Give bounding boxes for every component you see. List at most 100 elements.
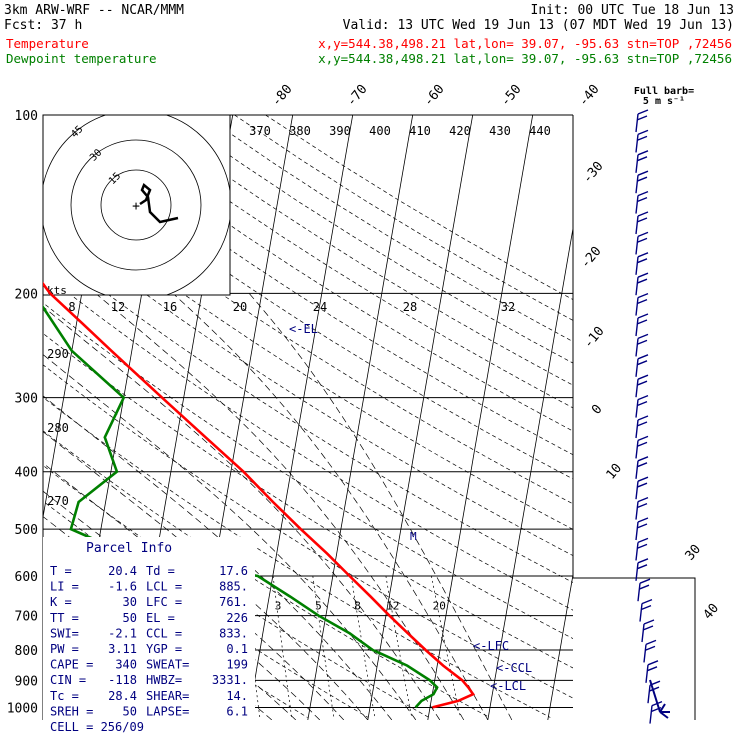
wind-barb <box>635 109 649 133</box>
legend-temperature-info: x,y=544.38,498.21 lat,lon= 39.07, -95.63… <box>318 36 732 51</box>
dry-adiabat-line <box>109 115 573 409</box>
isotherm-line <box>43 115 114 520</box>
lfc-marker: <-LFC <box>473 639 509 653</box>
parcel-val-left: 340 <box>115 658 137 672</box>
parcel-val-left: 28.4 <box>108 689 137 703</box>
dry-adiabat-line <box>43 243 573 583</box>
dry-adiabat-line <box>172 115 573 364</box>
top-temp-label: -50 <box>498 82 525 110</box>
wind-barb <box>635 170 649 194</box>
wind-barb <box>635 394 649 418</box>
parcel-key-left: K = <box>50 595 72 609</box>
hodograph-axis-tick: 16 <box>163 300 177 314</box>
parcel-key-left: TT = <box>50 611 79 625</box>
parcel-val-right: 14. <box>226 689 248 703</box>
isotherm-line <box>427 115 534 720</box>
wind-barb <box>635 354 649 377</box>
dry-adiabat-line <box>43 272 573 611</box>
parcel-key-left: CAPE = <box>50 658 93 672</box>
right-temp-label: 0 <box>589 402 606 418</box>
parcel-cell: CELL = 256/09 <box>50 720 144 734</box>
mixing-ratio-label: 8 <box>354 600 361 613</box>
dry-adiabat-line <box>78 115 573 432</box>
hodograph-ring <box>100 169 172 241</box>
dry-adiabat-line <box>43 364 573 699</box>
right-temp-label: 30 <box>683 542 705 564</box>
parcel-key-right: YGP = <box>146 642 182 656</box>
parcel-val-right: 833. <box>219 626 248 640</box>
wind-barb <box>635 150 649 173</box>
isotherm-line <box>547 572 573 720</box>
parcel-info-title: Parcel Info <box>86 541 172 556</box>
parcel-val-right: 199 <box>226 658 248 672</box>
wind-barb <box>635 190 649 214</box>
parcel-key-right: EL = <box>146 611 175 625</box>
pressure-tick-label: 500 <box>15 523 38 538</box>
wind-barb <box>635 558 649 581</box>
wind-barb <box>635 374 649 398</box>
right-temp-label: -20 <box>578 244 605 272</box>
wind-barb <box>635 435 649 459</box>
theta-label: 270 <box>47 494 69 508</box>
moist-adiabat-line <box>172 293 489 720</box>
dry-adiabat-line <box>203 115 573 342</box>
parcel-info-box: Parcel Info T = 20.4 Td = 17.6 LI = -1.6 LCL = 8… <box>43 537 255 734</box>
moist-adiabat-line <box>43 354 417 720</box>
legend-temperature: Temperature <box>6 36 89 51</box>
parcel-val-left: 50 <box>123 704 137 718</box>
init-time: Init: 00 UTC Tue 18 Jun 13 <box>531 3 735 18</box>
theta-e-label: 440 <box>529 124 551 138</box>
mixing-ratio-line <box>385 575 413 718</box>
isotherm-line <box>367 115 474 720</box>
moist-adiabat-line <box>43 306 441 720</box>
hodograph-ring <box>70 139 202 271</box>
hodograph-axis-tick: 20 <box>233 300 247 314</box>
theta-e-label: 370 <box>249 124 271 138</box>
pressure-tick-label: 800 <box>15 644 38 659</box>
theta-e-label: 380 <box>289 124 311 138</box>
mixing-ratio-label: 20 <box>433 600 446 613</box>
isotherm-line <box>608 115 713 720</box>
parcel-val-right: 885. <box>219 580 248 594</box>
legend-dewpoint-info: x,y=544.38,498.21 lat,lon= 39.07, -95.63… <box>318 51 732 66</box>
parcel-val-left: 20.4 <box>108 564 137 578</box>
right-temp-label: 40 <box>701 601 723 623</box>
theta-e-label: 430 <box>489 124 511 138</box>
wind-barb <box>635 272 649 296</box>
model-title: 3km ARW-WRF -- NCAR/MMM <box>4 3 184 18</box>
parcel-val-right: 0.1 <box>226 642 248 656</box>
top-temp-label: -70 <box>344 82 371 110</box>
parcel-val-right: 761. <box>219 595 248 609</box>
valid-time: Valid: 13 UTC Wed 19 Jun 13 (07 MDT Wed … <box>343 18 734 33</box>
parcel-key-right: LFC = <box>146 595 182 609</box>
hodograph-axis-tick: 8 <box>68 300 75 314</box>
right-temp-label: -10 <box>581 324 608 352</box>
top-temp-label: -80 <box>269 82 296 110</box>
parcel-val-right: 6.1 <box>226 704 248 718</box>
parcel-key-right: LCL = <box>146 580 182 594</box>
isotherm-line <box>668 115 740 720</box>
pressure-tick-label: 300 <box>15 392 38 407</box>
right-temp-label: 10 <box>604 461 626 483</box>
top-temp-label: -60 <box>421 82 448 110</box>
wind-barb <box>635 292 649 316</box>
mixing-ratio-line <box>272 575 293 718</box>
hodograph-axis-tick: 12 <box>111 300 125 314</box>
parcel-key-right: CCL = <box>146 626 182 640</box>
surface-wind-barb <box>649 679 670 719</box>
mixing-ratio-line <box>350 575 376 718</box>
right-temp-label: -30 <box>580 159 607 187</box>
mixing-ratio-line <box>312 575 335 718</box>
parcel-key-left: SWI= <box>50 626 79 640</box>
hodograph-center: + <box>132 199 140 214</box>
wind-barb <box>635 313 649 337</box>
wind-barb <box>635 231 649 255</box>
parcel-val-right: 17.6 <box>219 564 248 578</box>
wind-barb <box>635 537 649 561</box>
wind-barb <box>635 456 649 479</box>
barb-legend-line1: Full barb= <box>634 86 694 97</box>
pressure-tick-label: 200 <box>15 287 38 302</box>
temperature-profile-line <box>43 281 476 709</box>
theta-label: 280 <box>47 421 69 435</box>
